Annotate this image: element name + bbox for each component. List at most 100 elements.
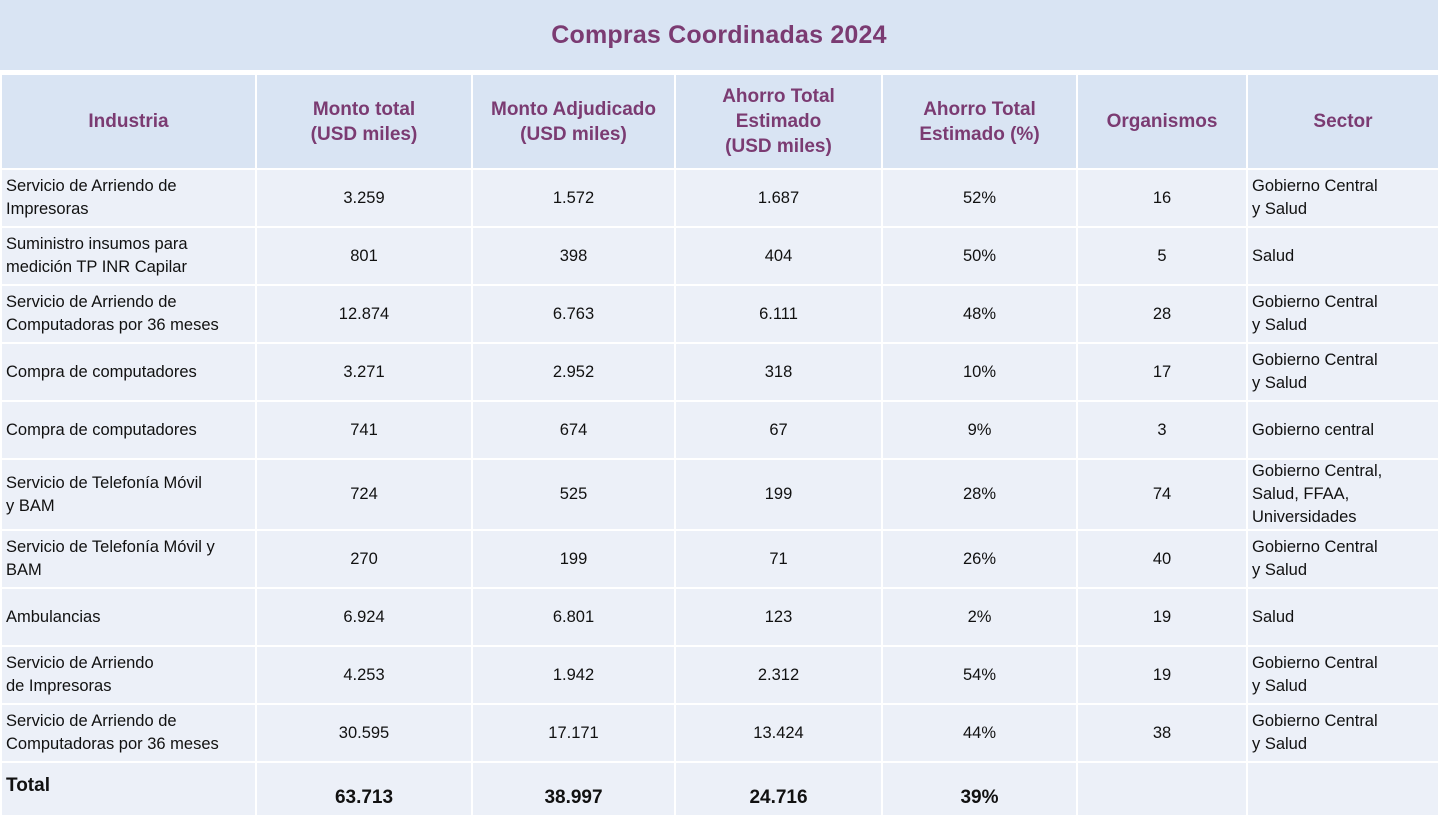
- cell-sector-line: y Salud: [1252, 316, 1308, 334]
- cell-industria-line: Compra de computadores: [6, 362, 197, 381]
- cell-monto-total: 3.259: [255, 168, 473, 228]
- header-sector: Sector: [1246, 73, 1438, 170]
- cell-ahorro-total: 71: [674, 529, 883, 589]
- cell-industria-line: de Impresoras: [6, 677, 112, 695]
- cell-ahorro-total: 318: [674, 342, 883, 402]
- cell-industria-line: y BAM: [6, 496, 55, 515]
- cell-industria-line: Ambulancias: [6, 607, 101, 626]
- cell-sector: Gobierno Central y Salud: [1246, 168, 1438, 228]
- cell-ahorro-total: 67: [674, 400, 883, 460]
- cell-industria: Servicio de Arriendo de Impresoras: [0, 168, 257, 228]
- cell-industria-line: Servicio de Telefonía Móvil: [6, 473, 202, 492]
- cell-ahorro-pct: 26%: [881, 529, 1078, 589]
- cell-industria-line: Servicio de Telefonía Móvil y: [6, 538, 215, 556]
- table-row: Servicio de Telefonía Móvil y BAM 724 525 19…: [0, 458, 1438, 531]
- cell-industria: Servicio de Arriendo de Computadoras por …: [0, 284, 257, 344]
- cell-monto-adjudicado: 1.572: [471, 168, 676, 228]
- cell-ahorro-pct: 50%: [881, 226, 1078, 286]
- cell-sector-line: Gobierno Central: [1252, 351, 1378, 369]
- cell-monto-total: 30.595: [255, 703, 473, 763]
- cell-monto-adjudicado: 199: [471, 529, 676, 589]
- header-monto-total: Monto total (USD miles): [255, 73, 473, 170]
- header-monto-adjudicado: Monto Adjudicado (USD miles): [471, 73, 676, 170]
- table-row: Servicio de Arriendo de Impresoras 3.259 1.…: [0, 168, 1438, 228]
- total-ahorro-pct: 39%: [881, 761, 1078, 817]
- cell-sector-line: y Salud: [1252, 374, 1308, 392]
- cell-industria-line: Servicio de Arriendo de: [6, 177, 177, 195]
- total-monto-total: 63.713: [255, 761, 473, 817]
- cell-sector-line: Salud: [1252, 246, 1295, 265]
- cell-industria: Compra de computadores: [0, 342, 257, 402]
- cell-organismos: 3: [1076, 400, 1248, 460]
- cell-monto-total: 741: [255, 400, 473, 460]
- cell-sector-line: Salud: [1252, 607, 1295, 626]
- cell-industria-line: Suministro insumos para: [6, 235, 188, 253]
- cell-industria-line: Compra de computadores: [6, 420, 197, 439]
- cell-organismos: 16: [1076, 168, 1248, 228]
- cell-ahorro-pct: 2%: [881, 587, 1078, 647]
- cell-sector-line: Gobierno Central: [1252, 654, 1378, 672]
- cell-ahorro-total: 199: [674, 458, 883, 531]
- cell-industria-line: Servicio de Arriendo de: [6, 712, 177, 730]
- cell-ahorro-pct: 54%: [881, 645, 1078, 705]
- cell-ahorro-pct: 52%: [881, 168, 1078, 228]
- table-row: Servicio de Arriendo de Computadoras por …: [0, 284, 1438, 344]
- cell-monto-adjudicado: 17.171: [471, 703, 676, 763]
- cell-industria-line: medición TP INR Capilar: [6, 258, 187, 276]
- cell-ahorro-total: 2.312: [674, 645, 883, 705]
- table-row: Servicio de Arriendo de Computadoras por …: [0, 703, 1438, 763]
- table-row: Ambulancias 6.924 6.801 123 2% 19 Salud: [0, 587, 1438, 647]
- cell-organismos: 38: [1076, 703, 1248, 763]
- cell-sector: Gobierno Central y Salud: [1246, 284, 1438, 344]
- cell-sector-line: Gobierno Central: [1252, 538, 1378, 556]
- cell-sector: Salud: [1246, 226, 1438, 286]
- cell-monto-adjudicado: 6.763: [471, 284, 676, 344]
- cell-industria-line: Impresoras: [6, 200, 89, 218]
- cell-monto-adjudicado: 6.801: [471, 587, 676, 647]
- cell-industria-line: BAM: [6, 561, 42, 579]
- header-industria: Industria: [0, 73, 257, 170]
- total-sector: [1246, 761, 1438, 817]
- cell-sector: Gobierno central: [1246, 400, 1438, 460]
- table-row: Compra de computadores 3.271 2.952 318 10% 17…: [0, 342, 1438, 402]
- cell-monto-total: 801: [255, 226, 473, 286]
- cell-sector: Gobierno Central y Salud: [1246, 342, 1438, 402]
- cell-sector: Gobierno Central y Salud: [1246, 529, 1438, 589]
- cell-sector: Gobierno Central, Salud, FFAA, Universidad…: [1246, 458, 1438, 531]
- total-label: Total: [0, 761, 257, 817]
- header-row: Industria Monto total (USD miles) Monto …: [0, 73, 1438, 170]
- title-bar: Compras Coordinadas 2024: [0, 0, 1438, 70]
- total-organismos: [1076, 761, 1248, 817]
- cell-ahorro-pct: 9%: [881, 400, 1078, 460]
- table-body: Servicio de Arriendo de Impresoras 3.259 1.…: [0, 168, 1438, 817]
- cell-industria-line: Servicio de Arriendo: [6, 654, 154, 672]
- cell-ahorro-total: 123: [674, 587, 883, 647]
- header-ahorro-total: Ahorro Total Estimado (USD miles): [674, 73, 883, 170]
- cell-sector-line: y Salud: [1252, 200, 1308, 218]
- cell-industria: Ambulancias: [0, 587, 257, 647]
- cell-monto-total: 3.271: [255, 342, 473, 402]
- cell-sector: Salud: [1246, 587, 1438, 647]
- cell-ahorro-total: 404: [674, 226, 883, 286]
- cell-organismos: 40: [1076, 529, 1248, 589]
- cell-sector-line: Universidades: [1252, 508, 1357, 526]
- cell-organismos: 17: [1076, 342, 1248, 402]
- cell-sector-line: Salud, FFAA,: [1252, 485, 1350, 503]
- cell-ahorro-total: 1.687: [674, 168, 883, 228]
- cell-monto-total: 12.874: [255, 284, 473, 344]
- cell-organismos: 28: [1076, 284, 1248, 344]
- cell-industria: Servicio de Telefonía Móvil y BAM: [0, 529, 257, 589]
- cell-sector-line: Gobierno central: [1252, 420, 1374, 439]
- cell-ahorro-pct: 44%: [881, 703, 1078, 763]
- purchases-table: Industria Monto total (USD miles) Monto …: [0, 73, 1438, 817]
- cell-ahorro-pct: 28%: [881, 458, 1078, 531]
- cell-monto-total: 6.924: [255, 587, 473, 647]
- total-ahorro-total: 24.716: [674, 761, 883, 817]
- cell-industria: Suministro insumos para medición TP INR C…: [0, 226, 257, 286]
- cell-sector-line: y Salud: [1252, 561, 1308, 579]
- cell-sector-line: Gobierno Central: [1252, 293, 1378, 311]
- cell-organismos: 74: [1076, 458, 1248, 531]
- cell-sector: Gobierno Central y Salud: [1246, 645, 1438, 705]
- cell-industria-line: Servicio de Arriendo de: [6, 293, 177, 311]
- cell-sector-line: y Salud: [1252, 677, 1308, 695]
